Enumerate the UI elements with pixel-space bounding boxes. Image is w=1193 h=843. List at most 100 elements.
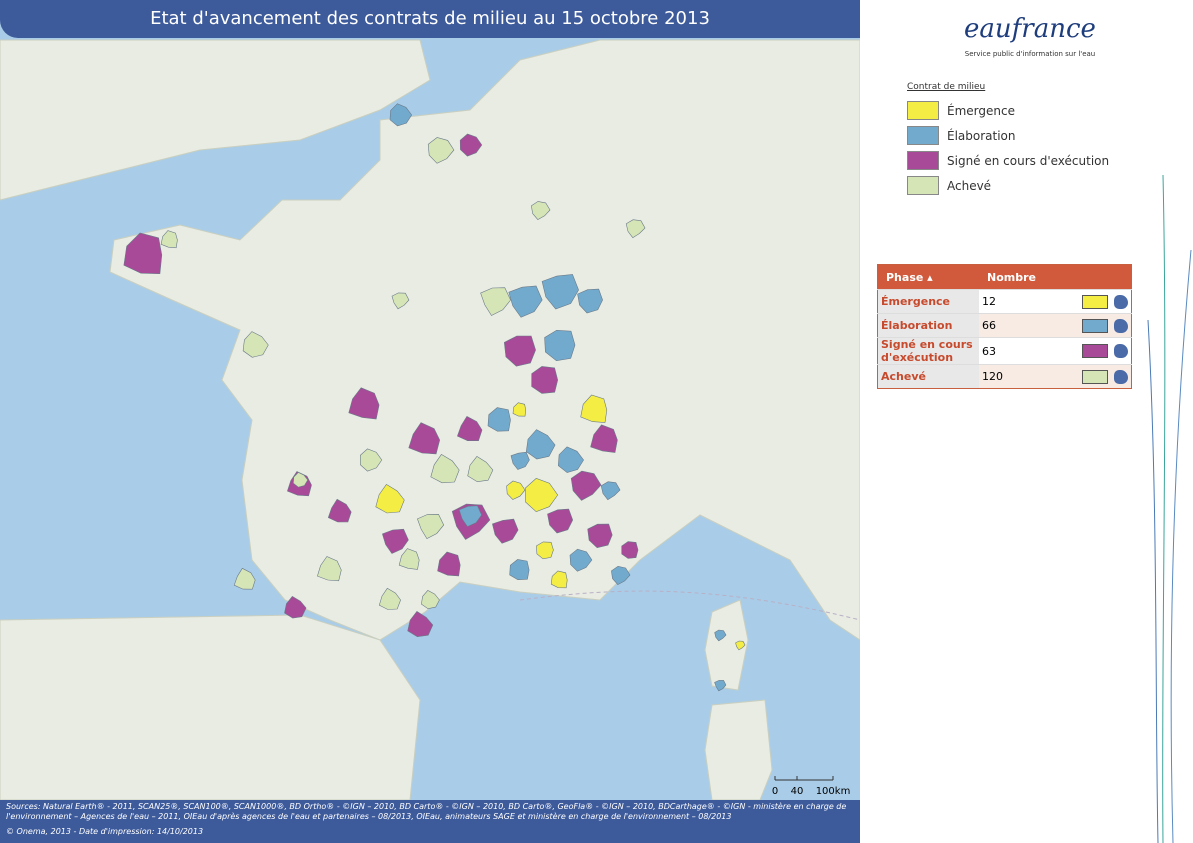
land-sardinia	[704, 699, 773, 801]
phase-cell: Émergence	[877, 289, 979, 314]
regions	[123, 103, 746, 692]
count-cell: 120	[979, 364, 1031, 389]
icon-cell	[1030, 337, 1132, 365]
legend-label: Signé en cours d'exécution	[947, 153, 1110, 168]
legend-label: Achevé	[947, 178, 992, 193]
col-label: Phase	[886, 270, 924, 284]
map-icon[interactable]	[1114, 294, 1128, 309]
region	[580, 394, 608, 423]
icon-cell	[1030, 313, 1132, 338]
region	[577, 288, 603, 314]
region	[531, 366, 559, 394]
region	[600, 481, 621, 501]
region	[714, 629, 727, 642]
region	[611, 565, 631, 585]
region	[735, 640, 746, 651]
table-row: Émergence 12	[877, 289, 1132, 314]
region	[487, 407, 511, 432]
region	[503, 335, 536, 367]
region	[284, 596, 307, 619]
phase-cell: Élaboration	[877, 313, 979, 338]
border	[519, 590, 860, 621]
decor-line	[1170, 249, 1192, 843]
region	[430, 453, 460, 484]
region	[467, 456, 494, 483]
table-row: Élaboration 66	[877, 313, 1132, 338]
scale-label: 100km	[816, 786, 851, 797]
region	[391, 292, 410, 310]
map-icon[interactable]	[1114, 318, 1128, 333]
land-uk	[0, 39, 431, 201]
region	[512, 402, 527, 417]
region	[327, 498, 352, 523]
region	[714, 680, 727, 692]
region	[317, 556, 342, 582]
region	[590, 424, 618, 453]
land-spain	[0, 614, 421, 801]
icon-cell	[1030, 289, 1132, 314]
region	[160, 230, 178, 249]
legend-swatch	[907, 176, 939, 195]
region	[570, 470, 602, 501]
logo-name: eaufrance	[964, 14, 1096, 44]
region	[378, 587, 401, 610]
phase-cell: Signé en cours d'exécution	[877, 337, 979, 365]
region	[492, 518, 519, 544]
scale-label: 40	[791, 786, 804, 797]
region	[509, 559, 530, 581]
decor-line	[1162, 174, 1166, 843]
region	[541, 274, 579, 310]
scale-line	[774, 776, 834, 781]
col-header: Nombre	[979, 264, 1132, 290]
region	[510, 451, 530, 470]
region	[417, 513, 445, 539]
legend-items: Émergence Élaboration Signé en cours d'exé…	[907, 98, 1109, 198]
logo: eaufrance Service public d'information s…	[955, 14, 1105, 58]
region	[389, 103, 413, 127]
region	[242, 331, 269, 358]
legend-label: Émergence	[947, 103, 1015, 118]
col-header[interactable]: Phase ▴	[877, 264, 979, 290]
table-body: Émergence 12 Élaboration 66 Signé en cours d…	[877, 289, 1132, 389]
title: Etat d'avancement des contrats de milieu…	[0, 0, 860, 38]
decor	[1147, 174, 1192, 843]
col-label: Nombre	[987, 270, 1036, 284]
map-icon[interactable]	[1114, 344, 1128, 358]
region	[407, 611, 434, 638]
region	[569, 548, 593, 572]
decor-line	[1147, 319, 1159, 843]
region	[531, 201, 551, 220]
swatch	[1082, 369, 1108, 384]
legend-swatch	[907, 151, 939, 170]
count-cell: 63	[979, 337, 1031, 365]
region	[457, 416, 483, 441]
region	[480, 287, 511, 316]
swatch	[1082, 294, 1108, 309]
swatch	[1082, 318, 1108, 333]
region	[621, 541, 639, 559]
region	[508, 285, 543, 318]
region	[398, 548, 420, 570]
region	[348, 387, 380, 420]
map-icon[interactable]	[1114, 369, 1128, 384]
copyright: © Onema, 2013 - Date d'impression: 14/10…	[6, 827, 204, 836]
region	[525, 429, 556, 460]
region	[459, 133, 483, 157]
logo-tagline: Service public d'information sur l'eau	[964, 50, 1096, 58]
legend: Contrat de milieu Émergence Élaboration Si…	[907, 82, 1109, 198]
scale-label: 0	[772, 786, 778, 797]
sources: Sources: Natural Earth® - 2011, SCAN25®,…	[6, 802, 847, 821]
swatch	[1082, 344, 1108, 358]
table-row: Signé en cours d'exécution 63	[877, 337, 1132, 365]
legend-swatch	[907, 126, 939, 145]
region	[233, 567, 256, 590]
region	[525, 478, 559, 513]
phase-table: Phase ▴ Nombre Émergence 12 Élaboration 66 S…	[877, 264, 1132, 389]
region	[427, 137, 455, 164]
region	[360, 448, 383, 472]
scale-bar: 0 40 100km	[772, 776, 851, 797]
legend-item: Émergence	[907, 98, 1109, 123]
legend-item: Signé en cours d'exécution	[907, 148, 1109, 173]
region	[421, 590, 440, 610]
region	[536, 541, 554, 560]
